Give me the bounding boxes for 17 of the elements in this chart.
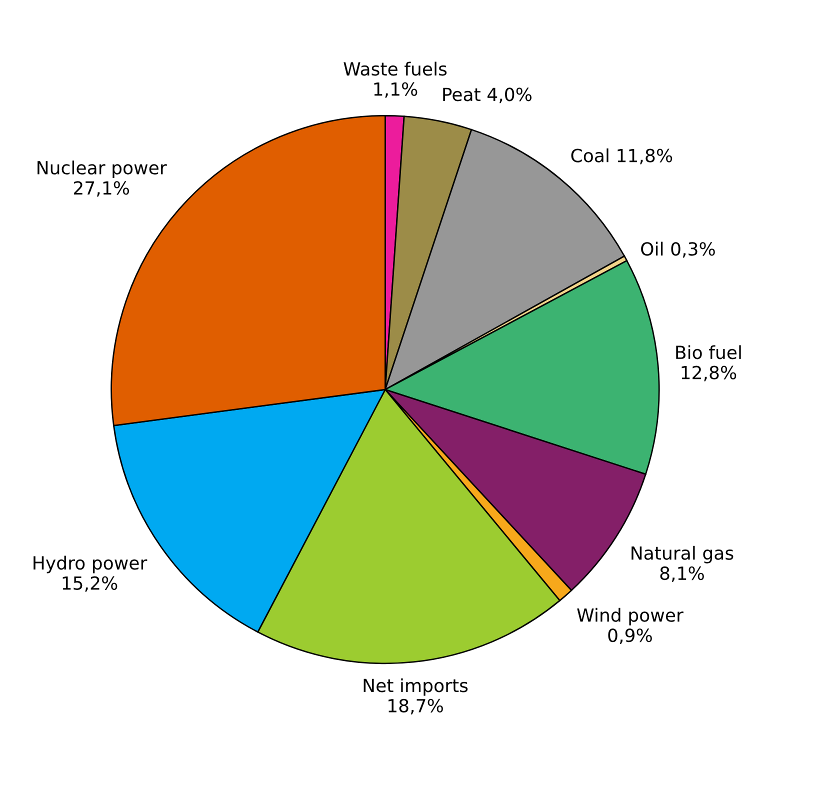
slice-label: Oil 0,3% xyxy=(641,242,715,258)
slice-label: Bio fuel xyxy=(676,345,741,360)
slice-label: Wind power xyxy=(577,608,684,626)
slice-label: Coal 11,8% xyxy=(571,148,672,164)
data-label: 15,2% xyxy=(62,576,118,592)
data-label: 1,1% xyxy=(374,82,418,98)
slice-label: Nuclear power xyxy=(38,160,167,178)
slice-label: Peat 4,0% xyxy=(443,88,532,104)
data-label: 12,8% xyxy=(682,366,736,382)
data-label: 27,1% xyxy=(74,181,130,197)
slice-label: Hydro power xyxy=(34,556,148,574)
data-label: 0,9% xyxy=(608,628,652,644)
data-label: 8,1% xyxy=(660,566,704,582)
slice-label: Natural gas xyxy=(632,546,734,564)
data-label: 18,7% xyxy=(388,698,443,714)
slice-label: Net imports xyxy=(364,678,468,696)
slice-label: Waste fuels xyxy=(344,62,447,76)
